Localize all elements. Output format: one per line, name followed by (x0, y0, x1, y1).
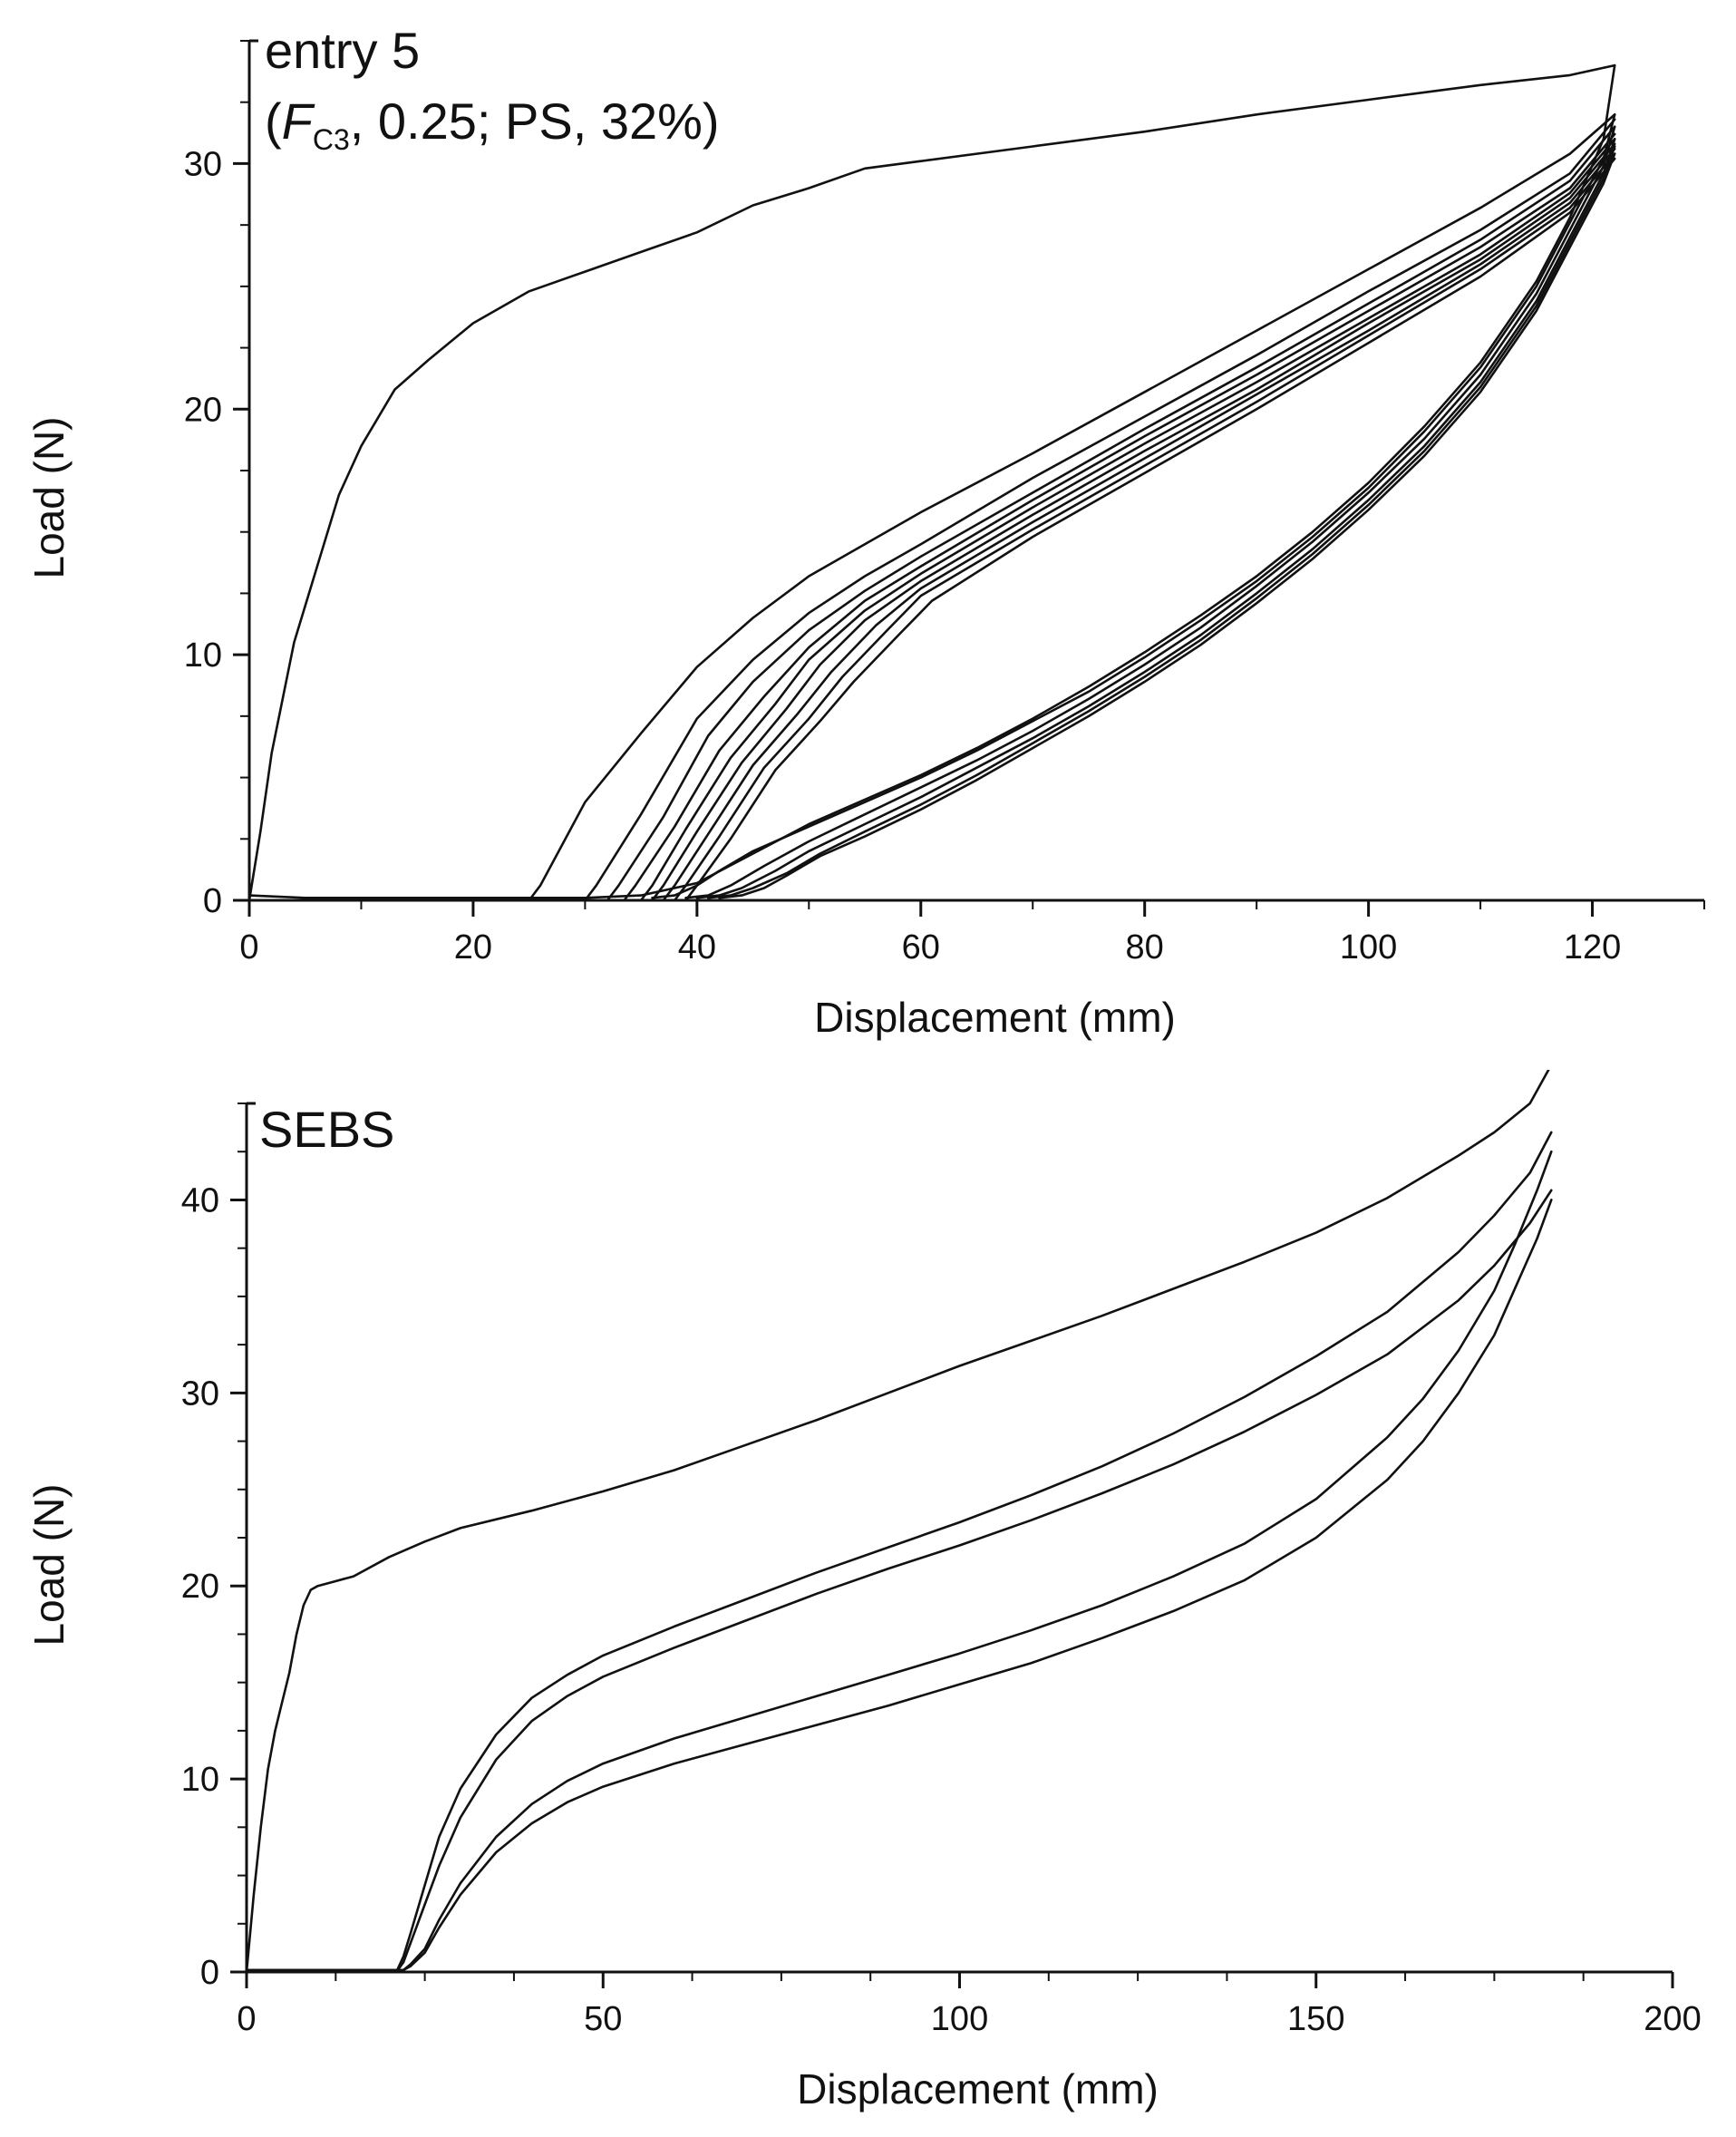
y-axis-title: Load (N) (25, 417, 73, 579)
chart-annotation-formula: (FC3, 0.25; PS, 32%) (265, 92, 720, 156)
series-line (684, 157, 1616, 902)
series-line (394, 1131, 1553, 1974)
x-tick-label: 150 (1287, 2000, 1344, 2038)
series-line (247, 63, 1616, 902)
x-tick-label: 80 (1126, 928, 1164, 967)
x-tick-label: 20 (454, 928, 492, 967)
series-line (639, 138, 1616, 902)
series-line (706, 145, 1616, 899)
series-line (245, 1150, 1553, 1972)
x-tick-label: 0 (239, 928, 258, 967)
series-line (247, 63, 1616, 899)
y-tick-label: 10 (184, 636, 222, 675)
series-line (651, 113, 1616, 899)
x-tick-label: 100 (931, 2000, 988, 2038)
chart-annotation: SEBS (259, 1101, 394, 1158)
series-line (245, 1070, 1550, 1974)
chart-panel-sebs: 0 50 100 150 200 0 10 20 30 40 Displacement (mm) Lo… (0, 1070, 1736, 2137)
chart-sebs-svg: 0 50 100 150 200 0 10 20 30 40 Displacement (mm) Lo… (25, 1070, 1702, 2113)
x-axis-title: Displacement (mm) (814, 994, 1176, 1041)
series-line (651, 142, 1616, 902)
x-tick-label: 60 (902, 928, 940, 967)
series-line (584, 118, 1616, 902)
series-line (394, 1189, 1553, 1974)
series-line (528, 113, 1616, 902)
series-line (718, 152, 1616, 899)
series-line (245, 1199, 1553, 1972)
series-line (684, 125, 1616, 899)
x-tick-label: 0 (237, 2000, 256, 2038)
x-tick-label: 50 (584, 2000, 622, 2038)
y-tick-label: 10 (181, 1761, 219, 1799)
x-tick-label: 120 (1564, 928, 1621, 967)
y-tick-label: 0 (203, 882, 222, 920)
y-tick-label: 20 (181, 1568, 219, 1606)
x-tick-label: 100 (1340, 928, 1397, 967)
chart-entry5-svg: 0 20 40 60 80 100 120 0 10 20 30 Displacement (mm) L… (25, 22, 1705, 1041)
series-line (623, 132, 1616, 902)
chart-annotation: entry 5 (265, 22, 420, 79)
series-line (662, 147, 1616, 902)
y-tick-label: 40 (181, 1181, 219, 1219)
series-line (695, 138, 1616, 899)
series-line (673, 152, 1616, 902)
y-tick-label: 30 (184, 145, 222, 183)
x-tick-label: 40 (678, 928, 716, 967)
series-line (606, 125, 1616, 902)
y-tick-label: 0 (200, 1954, 219, 1992)
y-axis-title: Load (N) (25, 1484, 73, 1646)
x-axis-title: Displacement (mm) (797, 2065, 1159, 2113)
chart-panel-entry5: 0 20 40 60 80 100 120 0 10 20 30 Displacement (mm) L… (25, 22, 1705, 1041)
x-tick-label: 200 (1644, 2000, 1701, 2038)
y-tick-label: 20 (184, 391, 222, 429)
y-tick-label: 30 (181, 1374, 219, 1413)
